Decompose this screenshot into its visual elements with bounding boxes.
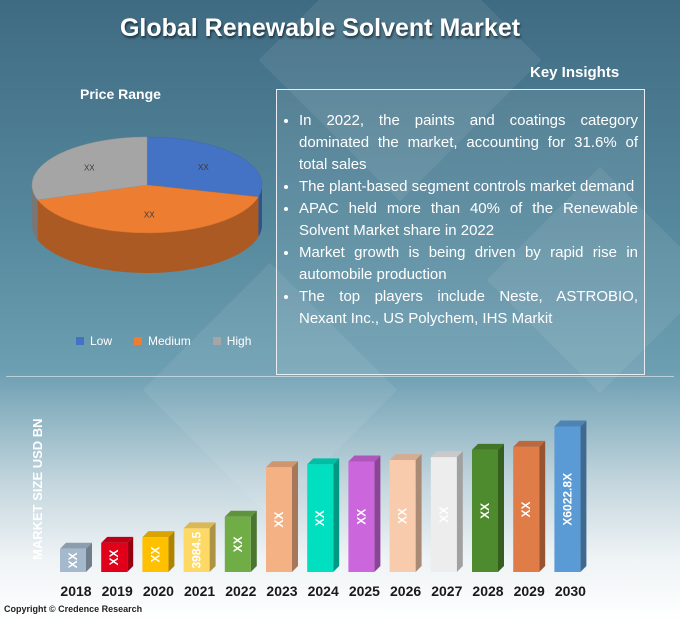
bar-top-2028: [472, 443, 504, 450]
pie-data-label: XX: [84, 164, 95, 173]
bar-top-2024: [307, 458, 340, 465]
x-tick-label: 2026: [390, 583, 421, 599]
bar-2024: [307, 464, 334, 572]
bar-side-2024: [333, 458, 340, 572]
insight-item: Market growth is being driven by rapid r…: [299, 242, 638, 286]
bar-top-2020: [142, 531, 175, 538]
bar-side-2022: [250, 510, 257, 572]
bar-data-label: XX: [231, 536, 245, 552]
bar-top-2025: [348, 455, 381, 462]
bar-data-label: XX: [66, 552, 80, 568]
legend-item-high: High: [212, 333, 252, 349]
bar-data-label: XX: [396, 508, 410, 524]
bar-data-label: 3984.5: [190, 532, 204, 569]
bar-top-2026: [389, 454, 422, 460]
bar-data-label: X6022.8X: [560, 473, 574, 526]
bar-side-2020: [168, 531, 175, 572]
pie-chart-title: Price Range: [80, 86, 161, 102]
bar-2018: [60, 548, 86, 572]
bar-2028: [472, 449, 498, 572]
pie-slice-side-medium: [37, 196, 259, 273]
pie-slice-side-high: [32, 185, 38, 240]
bar-data-label: XX: [313, 510, 327, 526]
x-tick-label: 2022: [225, 583, 256, 599]
bar-2027: [430, 457, 457, 572]
pie-data-label: XX: [144, 211, 155, 220]
copyright-text: Copyright © Credence Research: [4, 604, 143, 614]
insight-item: The top players include Neste, ASTROBIO,…: [299, 286, 638, 330]
bar-top-2030: [554, 420, 587, 427]
legend-swatch: [212, 337, 221, 345]
bar-top-2029: [513, 440, 546, 447]
bar-data-label: XX: [272, 512, 286, 528]
x-tick-label: 2023: [266, 583, 297, 599]
bar-top-2023: [266, 461, 298, 468]
pie-slice-medium: [37, 184, 259, 234]
bar-top-2027: [430, 451, 463, 458]
bar-side-2029: [539, 440, 546, 572]
bar-data-label: XX: [107, 549, 121, 565]
bar-data-label: XX: [478, 503, 492, 519]
pie-legend: Low Medium High: [76, 333, 251, 349]
bar-side-2023: [292, 461, 298, 572]
pie-slice-high: [31, 136, 148, 201]
page-title: Global Renewable Solvent Market: [119, 14, 521, 42]
pie-slice-side-low: [258, 185, 262, 237]
price-range-pie-chart: XX XX XX: [31, 136, 263, 273]
key-insights-box: In 2022, the paints and coatings categor…: [276, 89, 645, 375]
bar-top-2022: [224, 510, 257, 517]
x-tick-label: 2029: [514, 583, 545, 599]
bar-side-2026: [415, 454, 422, 572]
pie-slice-low: [146, 136, 263, 198]
bar-side-2021: [209, 522, 216, 572]
legend-item-medium: Medium: [134, 333, 191, 349]
bar-2030: [554, 426, 581, 572]
bar-data-label: XX: [437, 507, 451, 523]
insight-item: APAC held more than 40% of the Renewable…: [299, 198, 638, 242]
bar-side-2028: [498, 443, 504, 572]
bar-side-2025: [374, 455, 381, 572]
market-size-bar-chart: XX 2018 XX 2019 XX 2020 3984.5 2021 XX 2022 XX 2023…: [60, 420, 587, 599]
insight-list: In 2022, the paints and coatings categor…: [277, 90, 644, 330]
bar-2019: [101, 542, 128, 572]
insight-item: In 2022, the paints and coatings categor…: [299, 110, 638, 176]
legend-item-low: Low: [76, 333, 112, 349]
legend-label: Medium: [148, 334, 191, 348]
legend-label: Low: [90, 334, 113, 348]
x-tick-label: 2021: [184, 583, 215, 599]
pie-data-label: XX: [198, 163, 209, 172]
insights-heading: Key Insights: [530, 64, 620, 81]
legend-label: High: [226, 334, 252, 348]
bar-top-2021: [183, 522, 216, 529]
x-tick-label: 2019: [102, 583, 133, 599]
bar-top-2018: [60, 542, 92, 549]
x-tick-label: 2025: [349, 583, 380, 599]
bar-side-2027: [456, 451, 463, 572]
bar-data-label: XX: [519, 501, 533, 517]
legend-swatch: [76, 337, 84, 345]
bar-top-2019: [101, 536, 134, 543]
x-tick-label: 2028: [472, 583, 503, 599]
bar-data-label: XX: [354, 509, 368, 525]
bar-side-2019: [127, 536, 134, 572]
x-tick-label: 2030: [555, 583, 586, 599]
x-tick-label: 2020: [143, 583, 174, 599]
bar-2022: [224, 516, 251, 572]
bar-2026: [389, 460, 416, 572]
bar-2025: [348, 461, 375, 572]
bar-side-2030: [580, 420, 587, 572]
section-divider: [6, 376, 674, 377]
bar-2020: [142, 537, 169, 572]
insight-item: The plant-based segment controls market …: [299, 176, 638, 198]
bar-2023: [266, 467, 292, 572]
x-tick-label: 2018: [60, 583, 91, 599]
bar-2021: [183, 528, 210, 572]
infographic-canvas: Global Renewable Solvent Market Key Insi…: [0, 0, 680, 620]
x-tick-label: 2024: [308, 583, 339, 599]
legend-swatch: [134, 337, 143, 345]
x-tick-label: 2027: [431, 583, 462, 599]
bar-side-2018: [86, 542, 92, 572]
bar-data-label: XX: [148, 547, 162, 563]
bar-2029: [513, 446, 540, 572]
